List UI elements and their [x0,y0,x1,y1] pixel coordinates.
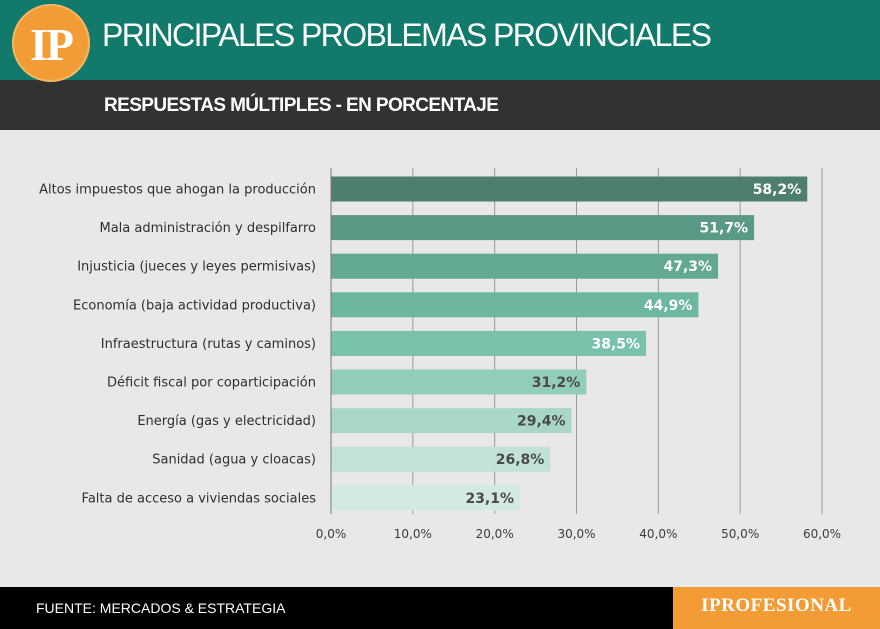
x-tick-label: 30,0% [557,527,595,541]
ip-logo: IP [12,4,90,82]
x-tick-label: 60,0% [803,527,841,541]
bar [331,446,551,472]
page-subtitle: RESPUESTAS MÚLTIPLES - EN PORCENTAJE [104,95,499,116]
x-tick-label: 10,0% [394,527,432,541]
x-tick-label: 20,0% [476,527,514,541]
category-label: Déficit fiscal por coparticipación [107,376,316,391]
data-label: 38,5% [591,336,640,352]
bar [331,408,572,434]
category-label: Sanidad (agua y cloacas) [152,453,316,468]
bar [331,176,808,202]
category-label: Energía (gas y electricidad) [137,414,316,429]
bar [331,485,521,511]
data-label: 23,1% [465,491,514,507]
data-label: 44,9% [644,298,693,314]
brand-box [673,587,880,629]
x-tick-label: 0,0% [316,527,347,541]
category-label: Mala administración y despilfarro [100,221,317,236]
source-text: FUENTE: MERCADOS & ESTRATEGIA [36,600,286,616]
category-label: Injusticia (jueces y leyes permisivas) [77,260,316,275]
page-title: PRINCIPALES PROBLEMAS PROVINCIALES [102,17,712,53]
bar [331,369,587,395]
data-label: 26,8% [496,452,545,468]
category-label: Altos impuestos que ahogan la producción [39,183,316,198]
logo-text: IP [30,19,74,70]
bar [331,330,647,356]
data-label: 31,2% [532,375,581,391]
x-tick-label: 40,0% [639,527,677,541]
bar [331,215,755,241]
subheader-bar [0,80,880,130]
data-label: 51,7% [700,221,749,237]
bar [331,292,699,318]
category-label: Economía (baja actividad productiva) [73,298,316,313]
bar [331,253,719,279]
category-label: Infraestructura (rutas y caminos) [101,337,316,352]
data-label: 47,3% [663,259,712,275]
data-label: 29,4% [517,414,566,430]
x-tick-label: 50,0% [721,527,759,541]
data-label: 58,2% [753,182,802,198]
category-label: Falta de acceso a viviendas sociales [82,491,317,506]
header-bar [0,0,880,80]
brand-logo: IPROFESIONAL [701,595,852,616]
